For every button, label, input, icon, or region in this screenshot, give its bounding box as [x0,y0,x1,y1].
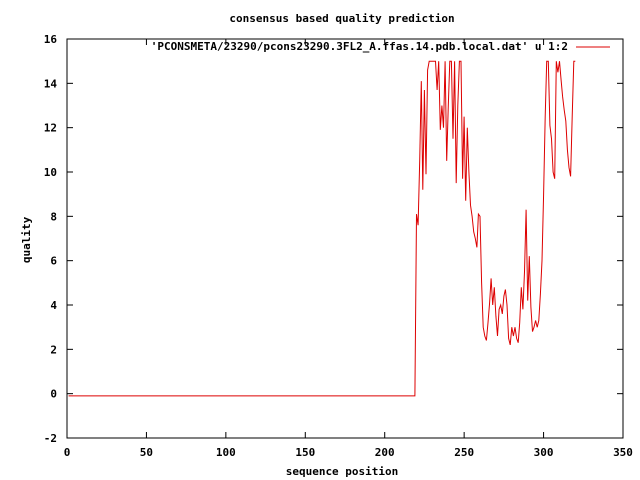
x-tick-label: 0 [64,446,71,459]
legend: 'PCONSMETA/23290/pcons23290.3FL2_A.ffas.… [151,40,610,53]
x-tick-label: 350 [613,446,633,459]
x-tick-label: 300 [534,446,554,459]
x-tick-label: 250 [454,446,474,459]
y-tick-label: 14 [44,77,58,90]
x-tick-label: 100 [216,446,236,459]
y-tick-label: -2 [44,432,57,445]
plot-frame [66,38,624,439]
chart-title: consensus based quality prediction [229,12,454,25]
y-tick-label: 0 [50,388,57,401]
y-tick-label: 16 [44,33,58,46]
x-tick-label: 150 [295,446,315,459]
x-tick-label: 50 [140,446,153,459]
y-axis-label: quality [20,216,33,263]
axis-ticks: 0 50 100 150 200 250 300 350 -2 0 2 4 6 8 10 12 14 16 [44,33,633,459]
series-line [68,60,576,397]
x-tick-label: 200 [375,446,395,459]
y-tick-label: 10 [44,166,57,179]
x-axis-label: sequence position [286,465,399,478]
y-tick-label: 12 [44,122,57,135]
y-tick-label: 2 [50,343,57,356]
series-group [68,60,576,397]
y-tick-label: 4 [50,299,57,312]
legend-label: 'PCONSMETA/23290/pcons23290.3FL2_A.ffas.… [151,40,568,53]
y-tick-label: 8 [50,210,57,223]
y-tick-label: 6 [50,255,57,268]
